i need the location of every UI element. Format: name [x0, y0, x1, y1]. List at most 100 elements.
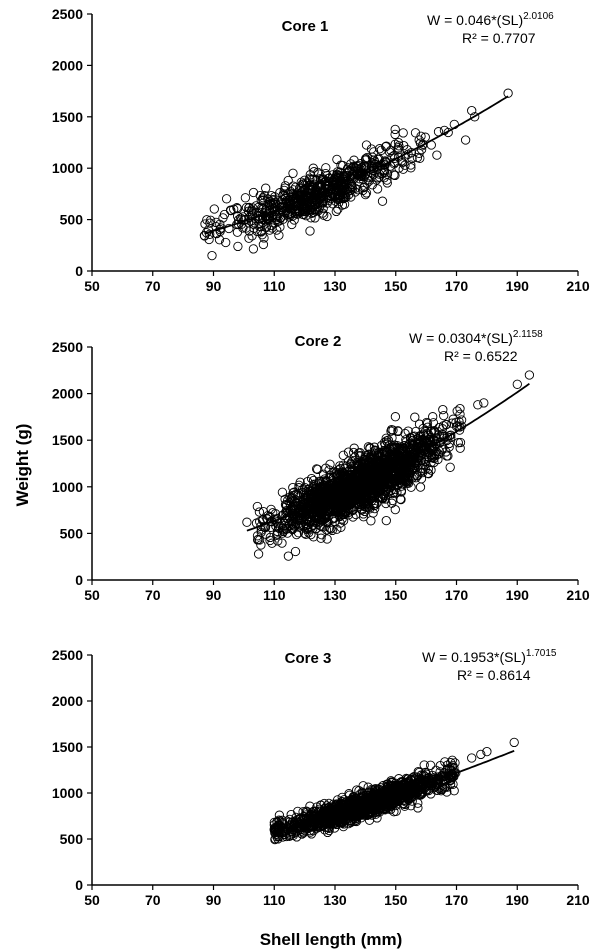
data-point	[291, 519, 301, 529]
data-point	[455, 437, 466, 448]
data-point	[473, 400, 483, 410]
data-point	[282, 500, 292, 510]
data-point	[406, 774, 416, 785]
data-point	[209, 204, 219, 214]
data-point	[278, 510, 288, 520]
x-tick-label: 210	[566, 278, 590, 294]
data-point	[202, 215, 212, 225]
data-point	[252, 501, 263, 512]
data-point	[398, 457, 408, 467]
data-point	[399, 140, 409, 151]
data-point	[305, 226, 315, 236]
data-point	[390, 412, 401, 422]
panel-core-3: 0 500 1000 1500 2000 2500 50 70 90 110 130 150 170 19…	[52, 647, 590, 908]
data-point	[267, 538, 277, 548]
data-point	[445, 462, 455, 472]
data-point	[311, 464, 322, 474]
data-point	[404, 794, 414, 804]
data-point	[346, 816, 356, 826]
data-point	[283, 189, 293, 199]
data-point	[335, 461, 345, 471]
data-point	[293, 806, 303, 817]
data-point	[433, 449, 443, 459]
data-point	[381, 433, 391, 443]
data-point	[454, 425, 465, 435]
data-point	[384, 147, 395, 157]
data-point	[389, 453, 399, 463]
data-point	[414, 441, 424, 452]
data-point	[476, 749, 486, 760]
fit-equation: W = 0.046*(SL)2.0106	[427, 11, 554, 28]
data-point	[318, 174, 328, 185]
data-point	[370, 503, 380, 514]
data-point	[426, 450, 436, 460]
data-point	[406, 801, 416, 811]
data-point	[338, 194, 348, 204]
data-point	[248, 219, 258, 229]
data-point	[411, 772, 421, 782]
data-point	[421, 433, 431, 443]
data-point	[365, 456, 375, 467]
data-point	[272, 530, 282, 540]
data-point	[479, 398, 489, 408]
data-point	[370, 783, 381, 794]
data-point	[460, 135, 471, 145]
data-point	[233, 241, 243, 252]
data-point	[291, 529, 302, 540]
data-point	[269, 817, 279, 828]
data-point	[379, 166, 390, 176]
data-point	[242, 517, 252, 527]
data-point	[300, 482, 310, 493]
data-point	[467, 753, 477, 763]
fit-exponent: 2.1158	[513, 329, 543, 340]
data-point	[330, 513, 340, 523]
y-tick-label: 1500	[52, 739, 83, 755]
data-point	[313, 822, 323, 832]
data-point	[346, 185, 356, 195]
y-tick-label: 1000	[52, 160, 83, 176]
fit-exponent: 1.7015	[526, 648, 557, 659]
data-point	[446, 758, 456, 768]
data-point	[232, 227, 243, 237]
r-squared: R² = 0.8614	[457, 667, 531, 683]
data-point	[371, 471, 382, 481]
data-point	[452, 406, 462, 416]
data-point	[346, 487, 356, 497]
y-tick-label: 500	[60, 831, 84, 847]
data-point	[368, 459, 378, 469]
data-point	[358, 492, 368, 502]
data-point	[383, 435, 393, 445]
data-point	[381, 515, 391, 526]
data-point	[224, 223, 234, 234]
data-point	[282, 198, 292, 209]
data-point	[439, 410, 449, 421]
data-point	[400, 801, 410, 811]
data-point	[272, 225, 282, 235]
x-tick-label: 210	[566, 587, 590, 603]
panel-core-2: 0 500 1000 1500 2000 2500 50 70 90 110 130 150 170 19…	[52, 329, 590, 603]
y-tick-label: 2500	[52, 6, 83, 22]
data-point	[422, 418, 433, 429]
data-point	[363, 476, 374, 486]
data-point	[346, 459, 356, 470]
data-point	[310, 199, 321, 210]
data-point	[390, 124, 400, 135]
data-point	[419, 436, 429, 446]
data-point	[313, 181, 323, 192]
data-point	[512, 379, 522, 389]
fit-exponent: 2.0106	[523, 11, 554, 22]
data-point	[247, 231, 257, 241]
data-point	[302, 205, 313, 215]
y-tick-label: 1500	[52, 109, 83, 125]
y-tick-label: 2000	[52, 57, 83, 73]
data-point	[443, 451, 453, 461]
data-point	[250, 218, 260, 228]
data-point	[503, 88, 513, 98]
data-point	[327, 189, 338, 200]
data-point	[347, 505, 358, 516]
data-point	[420, 132, 430, 142]
data-point	[316, 800, 326, 811]
y-tick-label: 1000	[52, 479, 83, 495]
data-point	[366, 516, 376, 526]
